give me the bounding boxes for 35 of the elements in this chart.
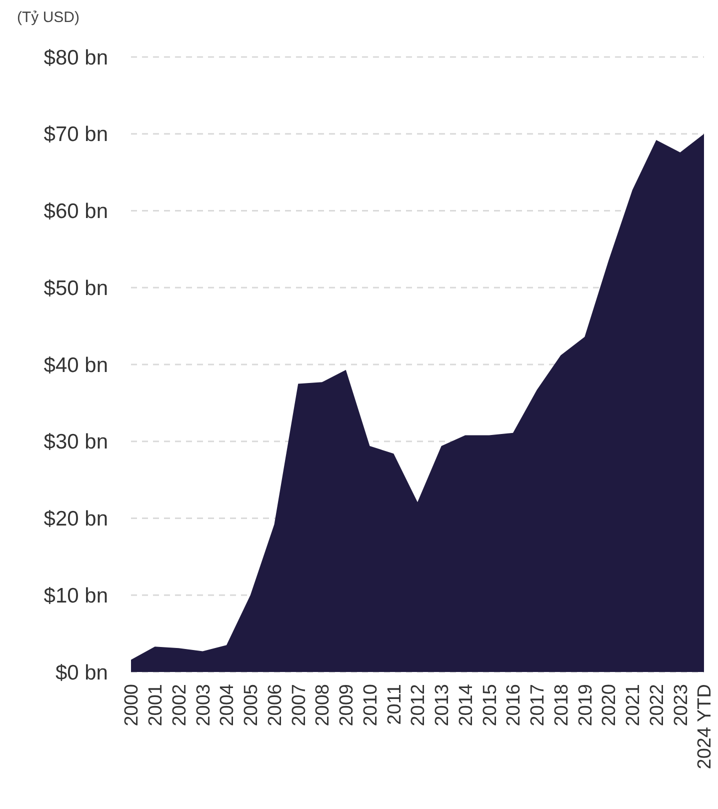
y-tick-label: $50 bn — [44, 276, 108, 300]
x-tick-label: 2017 — [528, 684, 549, 726]
x-tick-label: 2004 — [217, 684, 238, 726]
y-tick-label: $70 bn — [44, 123, 108, 146]
x-tick-label: 2009 — [336, 684, 358, 726]
x-tick-label: 2003 — [193, 684, 214, 726]
x-tick-label: 2022 — [646, 684, 668, 726]
x-tick-label: 2019 — [575, 684, 596, 726]
x-tick-label: 2014 — [456, 684, 477, 726]
x-tick-label: 2002 — [169, 684, 190, 726]
x-tick-label: 2016 — [504, 684, 525, 726]
x-tick-label: 2008 — [312, 684, 334, 726]
x-tick-label: 2010 — [360, 684, 382, 726]
y-tick-label: $80 bn — [44, 46, 108, 70]
x-tick-label: 2020 — [599, 684, 620, 726]
x-tick-label: 2012 — [408, 684, 430, 726]
y-tick-label: $60 bn — [44, 200, 108, 224]
x-tick-label: 2013 — [432, 684, 454, 726]
x-tick-label: 2023 — [670, 684, 692, 726]
y-tick-label: $40 bn — [44, 354, 108, 377]
x-tick-label: 2021 — [623, 684, 644, 726]
y-tick-label: $0 bn — [55, 661, 108, 684]
y-tick-label: $30 bn — [44, 430, 108, 454]
y-tick-label: $20 bn — [44, 508, 108, 531]
x-tick-label: 2024 YTD — [694, 684, 716, 770]
y-tick-label: $10 bn — [44, 584, 108, 608]
x-tick-label: 2011 — [384, 684, 406, 725]
x-tick-label: 2015 — [480, 684, 501, 726]
x-tick-label: 2006 — [264, 684, 286, 726]
x-tick-label: 2000 — [122, 684, 143, 726]
x-tick-label: 2018 — [551, 684, 572, 726]
x-tick-label: 2007 — [288, 684, 310, 726]
x-tick-label: 2001 — [146, 684, 167, 726]
x-tick-label: 2005 — [241, 684, 262, 726]
y-axis-title: (Tỷ USD) — [17, 9, 80, 26]
